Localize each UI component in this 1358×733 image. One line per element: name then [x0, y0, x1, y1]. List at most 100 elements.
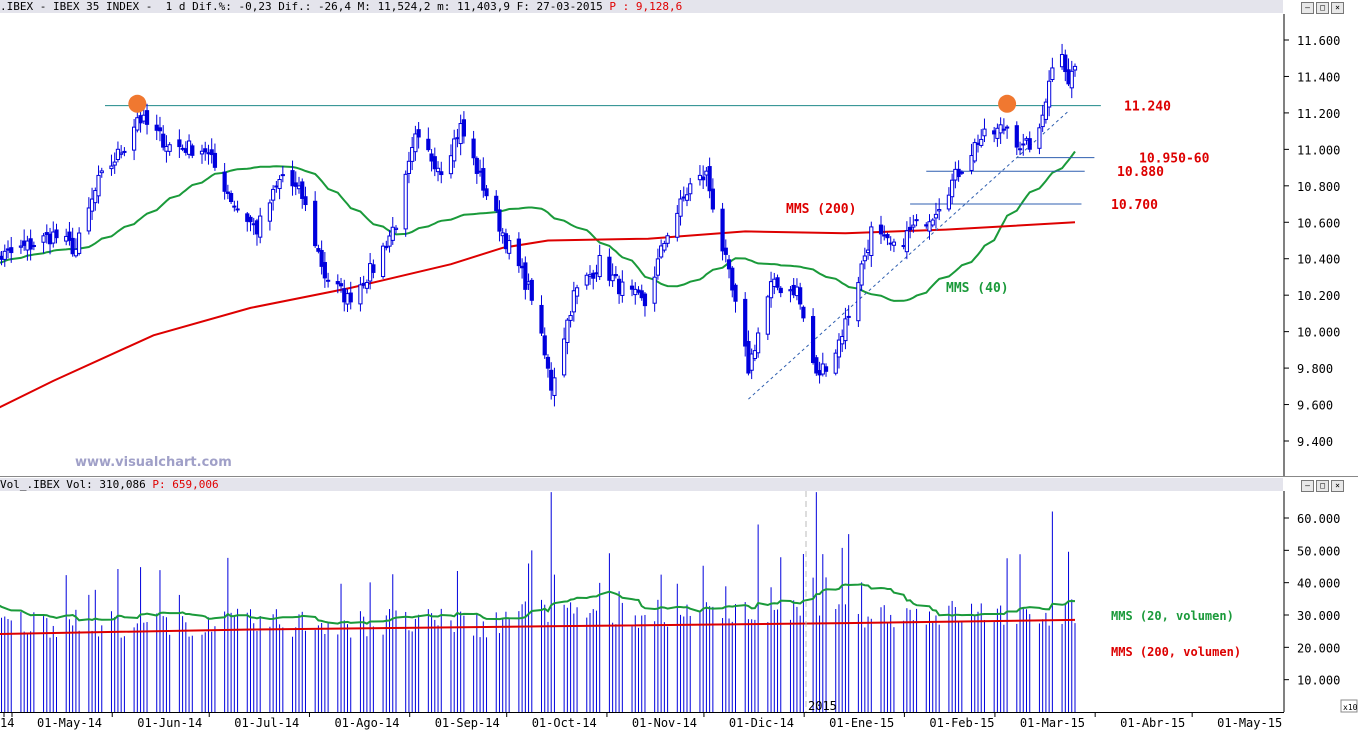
volume-maximize-button[interactable]: □: [1316, 480, 1329, 492]
candle-body: [901, 245, 906, 248]
candle-body: [801, 306, 806, 319]
candle-body: [212, 152, 218, 168]
volume-y-tick-label: 40.000: [1297, 577, 1340, 591]
candle-body: [704, 170, 709, 176]
candle-body: [157, 127, 163, 132]
candle-body: [471, 138, 476, 159]
candle-body: [652, 276, 657, 304]
price-y-tick-label: 11.000: [1297, 143, 1340, 157]
candle-body: [930, 219, 935, 226]
candle-body: [791, 284, 796, 296]
volume-y-tick-label: 30.000: [1297, 609, 1340, 623]
price-y-tick-label: 10.400: [1297, 253, 1340, 267]
candle-body: [878, 224, 884, 235]
volume-bars: [1, 492, 1076, 712]
x-tick-label: 01-Nov-14: [632, 716, 697, 730]
close-value: 9,128,6: [635, 0, 683, 13]
candle-body: [684, 194, 690, 201]
low-value: 11,403,9: [457, 0, 511, 13]
volume-p-value: 659,006: [172, 478, 219, 491]
close-button[interactable]: ×: [1331, 2, 1344, 14]
candle-body: [562, 338, 567, 376]
candle-body: [235, 208, 240, 211]
candle-body: [290, 170, 295, 187]
candle-body: [568, 315, 573, 321]
volume-unit-box: [1340, 699, 1358, 713]
candle-body: [710, 188, 715, 210]
candle-body: [697, 174, 703, 181]
mms-40-line: [0, 150, 1076, 302]
candle-body: [914, 219, 919, 222]
volume-value: 310,086: [99, 478, 146, 491]
candle-body: [481, 168, 486, 191]
candle-body: [503, 233, 509, 250]
candle-body: [1069, 70, 1074, 89]
candle-body: [869, 226, 874, 257]
price-y-tick-label: 9.400: [1297, 435, 1333, 449]
candle-body: [908, 226, 913, 231]
candle-body: [364, 282, 369, 289]
candle-body: [607, 256, 612, 281]
candle-body: [794, 286, 800, 297]
candle-body: [992, 130, 997, 135]
candle-body: [833, 352, 838, 374]
candle-body: [723, 247, 728, 255]
candle-body: [22, 240, 27, 246]
candle-body: [865, 249, 871, 254]
volume-minimize-button[interactable]: –: [1301, 480, 1314, 492]
candle-body: [823, 366, 829, 372]
candle-body: [891, 241, 897, 246]
candle-body: [494, 195, 499, 212]
x-tick-label: 01-Feb-15: [929, 716, 994, 730]
price-y-tick-label: 11.400: [1297, 70, 1340, 84]
candle-body: [245, 213, 250, 222]
candle-body: [435, 167, 441, 173]
candle-body: [203, 148, 208, 153]
candle-body: [474, 157, 479, 174]
candle-body: [119, 152, 124, 155]
candle-body: [545, 356, 551, 369]
high-value: 11,524,2: [377, 0, 431, 13]
candle-body: [47, 233, 53, 245]
candle-body: [271, 188, 276, 201]
candle-body: [526, 281, 531, 285]
candle-body: [1050, 67, 1055, 80]
minimize-button[interactable]: –: [1301, 2, 1314, 14]
candle-body: [772, 278, 777, 288]
x-tick-label: 01-Oct-14: [532, 716, 597, 730]
candle-body: [814, 357, 819, 374]
candle-body: [552, 377, 557, 396]
candle-body: [959, 171, 964, 174]
candle-body: [31, 245, 36, 248]
price-pane-window-buttons: – □ ×: [1301, 2, 1344, 14]
candle-body: [911, 224, 916, 228]
candle-body: [982, 128, 987, 137]
candle-body: [426, 138, 431, 151]
volume-y-tick-label: 60.000: [1297, 512, 1340, 526]
mms-200-label: MMS (200): [786, 202, 856, 217]
price-y-tick-label: 11.600: [1297, 34, 1340, 48]
candle-body: [591, 272, 596, 279]
candle-body: [972, 142, 977, 162]
volume-close-button[interactable]: ×: [1331, 480, 1344, 492]
candle-body: [432, 156, 437, 170]
level-label: 10.880: [1117, 165, 1164, 180]
x-tick-label: 01-Dic-14: [729, 716, 794, 730]
candle-body: [99, 170, 104, 174]
maximize-button[interactable]: □: [1316, 2, 1329, 14]
dif-pct-value: -0,23: [238, 0, 272, 13]
candle-body: [662, 242, 667, 251]
candle-body: [403, 173, 408, 230]
candle-body: [523, 262, 528, 290]
candle-body: [54, 229, 59, 239]
candle-body: [885, 234, 890, 239]
candle-body: [5, 248, 11, 251]
candle-body: [1005, 126, 1010, 129]
candle-body: [743, 298, 748, 347]
candle-body: [995, 127, 1000, 139]
candle-body: [186, 140, 192, 155]
candle-body: [768, 281, 774, 299]
candle-body: [190, 145, 195, 156]
candle-body: [924, 224, 929, 227]
candle-body: [539, 304, 544, 334]
